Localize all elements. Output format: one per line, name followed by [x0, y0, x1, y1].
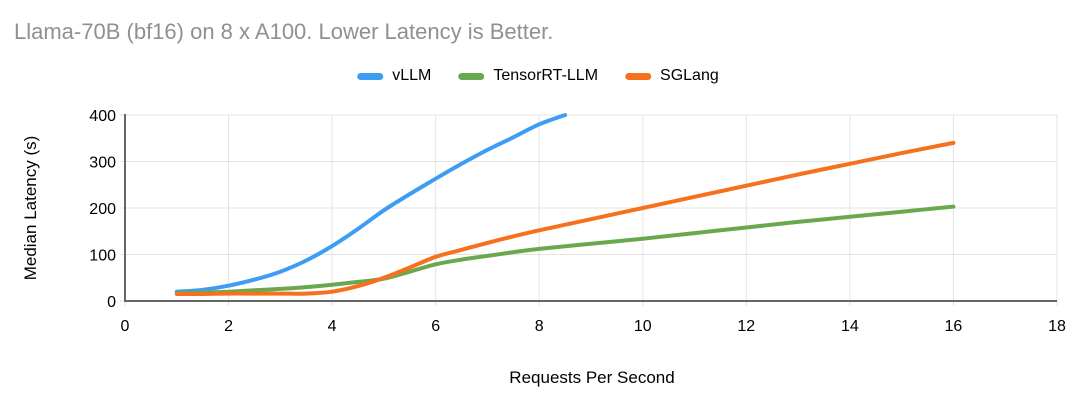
y-tick-label: 200	[89, 201, 116, 218]
legend-label: SGLang	[660, 67, 719, 84]
chart-title: Llama-70B (bf16) on 8 x A100. Lower Late…	[14, 19, 554, 44]
legend-item-sglang: SGLang	[625, 67, 719, 85]
legend-item-vllm: vLLM	[357, 67, 431, 85]
legend-label: vLLM	[392, 67, 432, 84]
x-tick-label: 10	[634, 318, 652, 335]
x-tick-label: 14	[841, 318, 859, 335]
y-tick-label: 300	[89, 155, 116, 172]
series-line-vllm	[174, 113, 568, 294]
legend-item-tensorrt-llm: TensorRT-LLM	[458, 67, 598, 85]
y-tick-label: 400	[89, 108, 116, 125]
x-tick-label: 2	[224, 318, 233, 335]
legend-marker-icon	[357, 72, 384, 80]
y-tick-label: 100	[89, 248, 116, 265]
legend: vLLM TensorRT-LLM SGLang	[357, 67, 719, 85]
legend-label: TensorRT-LLM	[493, 67, 599, 84]
x-tick-label: 18	[1048, 318, 1066, 335]
x-tick-label: 0	[121, 318, 130, 335]
x-tick-label: 12	[737, 318, 755, 335]
x-tick-label: 4	[328, 318, 337, 335]
legend-marker-icon	[458, 72, 485, 80]
legend-marker-icon	[625, 72, 652, 80]
y-axis-title: Median Latency (s)	[21, 135, 40, 281]
x-tick-label: 6	[431, 318, 440, 335]
x-axis-title: Requests Per Second	[509, 368, 675, 387]
x-tick-label: 16	[945, 318, 963, 335]
series-line-sglang	[174, 140, 956, 297]
y-tick-label: 0	[107, 294, 116, 311]
x-tick-label: 8	[535, 318, 544, 335]
series-line-tensorrt-llm	[174, 204, 956, 296]
